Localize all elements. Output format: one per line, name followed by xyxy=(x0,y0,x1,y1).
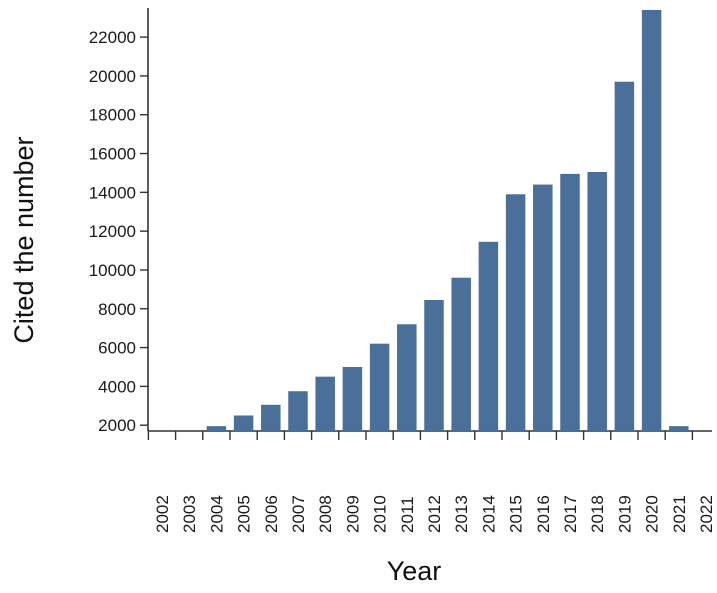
y-tick-label: 12000 xyxy=(89,222,136,241)
y-tick-label: 14000 xyxy=(89,183,136,202)
bar-2007 xyxy=(288,391,308,431)
x-tick-label: 2020 xyxy=(643,495,662,533)
x-tick-label: 2022 xyxy=(697,495,716,533)
x-tick-label: 2016 xyxy=(534,495,553,533)
y-tick-label: 4000 xyxy=(98,377,136,396)
bar-2014 xyxy=(478,241,499,431)
bar-2019 xyxy=(614,81,635,431)
y-tick-label: 18000 xyxy=(89,106,136,125)
x-axis: 2002 2003 2004 2005 2006 2007 2008 2009 2010 2011… xyxy=(147,430,716,533)
x-tick-label: 2007 xyxy=(289,495,308,533)
bar-2015 xyxy=(505,194,526,431)
bar-2004 xyxy=(206,426,227,431)
x-tick-label: 2004 xyxy=(207,495,226,533)
y-tick-label: 6000 xyxy=(98,339,136,358)
y-tick-label: 20000 xyxy=(89,67,136,86)
bar-2013 xyxy=(451,277,471,431)
bar-2008 xyxy=(315,376,335,431)
x-tick-label: 2006 xyxy=(262,495,281,533)
x-tick-label: 2005 xyxy=(235,495,254,533)
bar-2016 xyxy=(533,184,553,431)
bar-2021 xyxy=(669,426,689,431)
x-tick-label: 2015 xyxy=(507,495,526,533)
x-tick-label: 2018 xyxy=(588,495,607,533)
bar-2005 xyxy=(233,415,254,431)
bar-2010 xyxy=(369,343,390,431)
x-tick-label: 2013 xyxy=(452,495,471,533)
x-tick-label: 2008 xyxy=(316,495,335,533)
y-tick-label: 8000 xyxy=(98,300,136,319)
y-tick-label: 22000 xyxy=(89,28,136,47)
bar-2012 xyxy=(424,300,444,431)
bar-2018 xyxy=(587,171,607,432)
bars xyxy=(206,9,689,432)
x-tick-label: 2021 xyxy=(670,495,689,533)
x-axis-title: Year xyxy=(387,556,442,586)
x-tick-label: 2012 xyxy=(425,495,444,533)
x-tick-label: 2019 xyxy=(615,495,634,533)
bar-2020 xyxy=(641,9,662,431)
x-tick-label: 2009 xyxy=(343,495,362,533)
x-tick-label: 2014 xyxy=(479,495,498,533)
y-axis: 2000 4000 6000 8000 10000 12000 14000 16000 1800… xyxy=(89,8,149,435)
bar-2006 xyxy=(261,404,281,431)
x-tick-label: 2002 xyxy=(153,495,172,533)
x-tick-label: 2017 xyxy=(561,495,580,533)
bar-2011 xyxy=(397,324,417,431)
x-tick-label: 2003 xyxy=(180,495,199,533)
y-tick-label: 2000 xyxy=(98,416,136,435)
y-tick-label: 16000 xyxy=(89,145,136,164)
bar-2009 xyxy=(342,366,363,431)
y-axis-title: Cited the number xyxy=(9,136,39,343)
bar-2017 xyxy=(560,173,580,432)
x-tick-label: 2010 xyxy=(371,495,390,533)
y-tick-label: 10000 xyxy=(89,261,136,280)
x-tick-label: 2011 xyxy=(398,496,417,533)
